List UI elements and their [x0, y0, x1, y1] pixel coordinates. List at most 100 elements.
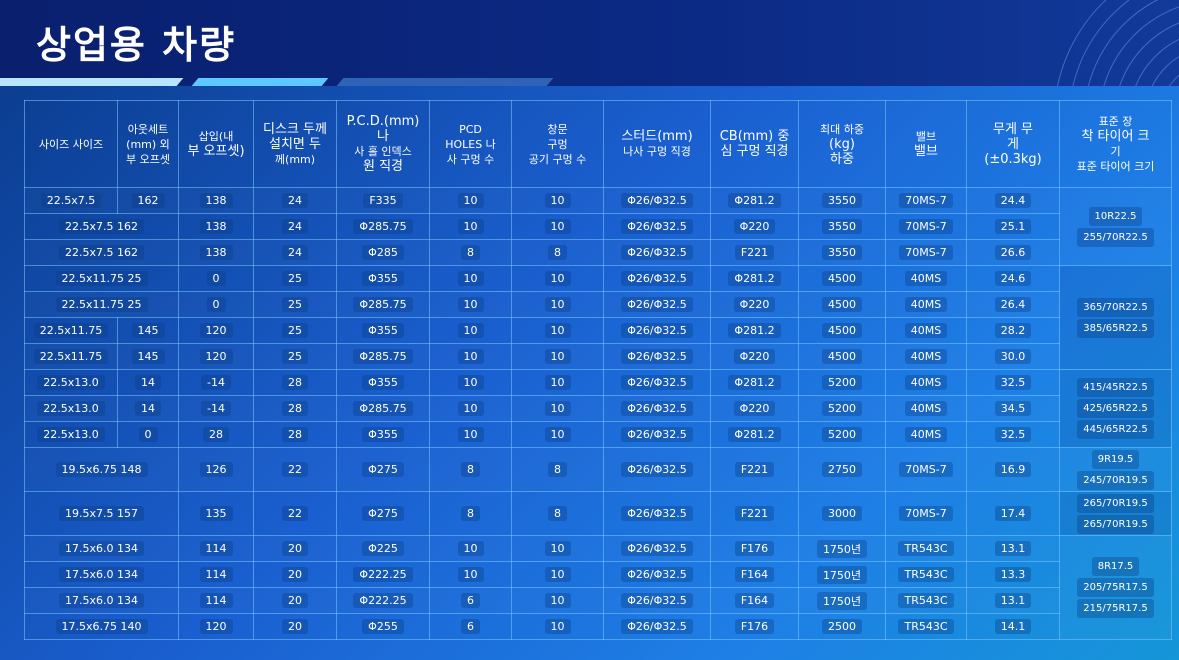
cell-value: 14	[135, 375, 161, 390]
cell-weight: 25.1	[966, 213, 1060, 240]
cell-weight: 16.9	[966, 447, 1060, 492]
cell-value: 40MS	[904, 297, 948, 312]
cell-value: 22.5x7.5	[40, 193, 102, 208]
cell-stud: Φ26/Φ32.5	[603, 587, 711, 614]
cell-value: 1750년	[816, 565, 868, 584]
cell-valve: 40MS	[885, 369, 967, 396]
tire-size-value: 425/65R22.5	[1077, 399, 1154, 418]
cell-tire-size: 9R19.5 245/70R19.5	[1059, 447, 1172, 492]
cell-value: 10	[544, 427, 571, 442]
cell-value: Φ26/Φ32.5	[621, 349, 693, 364]
cell-inset: 138	[178, 239, 254, 266]
cell-value: 8	[461, 245, 480, 260]
cell-disc-thickness: 22	[253, 491, 337, 536]
cell-stud: Φ26/Φ32.5	[603, 343, 711, 370]
cell-value: 70MS-7	[899, 506, 953, 521]
cell-size: 22.5x11.75 25	[24, 265, 179, 292]
col-valve: 밸브 밸브	[885, 100, 967, 188]
cell-pcd: Φ355	[336, 369, 430, 396]
cell-valve: 70MS-7	[885, 491, 967, 536]
cell-pcd: Φ285	[336, 239, 430, 266]
cell-value: 120	[199, 323, 233, 338]
table-row: 17.5x6.0 134 114 20 Φ222.25 10 10 Φ26/Φ32.5 F16…	[24, 561, 1172, 588]
cell-stud: Φ26/Φ32.5	[603, 535, 711, 562]
cell-value: 10	[457, 401, 484, 416]
cell-cb: F221	[710, 447, 799, 492]
cell-cb: Φ281.2	[710, 421, 799, 448]
cell-disc-thickness: 25	[253, 343, 337, 370]
cell-value: Φ26/Φ32.5	[621, 506, 693, 521]
cell-value: 10	[544, 567, 571, 582]
cell-value: F335	[363, 193, 403, 208]
cell-disc-thickness: 22	[253, 447, 337, 492]
cell-air-holes: 10	[511, 587, 604, 614]
tire-size-value: 245/70R19.5	[1077, 470, 1154, 490]
cell-value: Φ275	[362, 506, 404, 521]
cell-air-holes: 10	[511, 613, 604, 640]
cell-pcd-holes: 8	[429, 239, 512, 266]
cell-value: 138	[199, 193, 233, 208]
table-row: 22.5x7.5 162 138 24 Φ285 8 8 Φ26/Φ32.5 F221 3550…	[24, 239, 1172, 266]
tire-size-value: 9R19.5	[1091, 449, 1140, 469]
cell-value: 10	[544, 375, 571, 390]
cell-value: 5200	[822, 375, 862, 390]
cell-value: Φ355	[362, 375, 404, 390]
cell-value: TR543C	[898, 567, 954, 582]
cell-cb: F164	[710, 587, 799, 614]
cell-value: Φ222.25	[353, 567, 413, 582]
cell-value: 10	[544, 541, 571, 556]
cell-outset: 14	[117, 395, 179, 422]
cell-disc-thickness: 28	[253, 421, 337, 448]
cell-disc-thickness: 25	[253, 265, 337, 292]
cell-cb: Φ281.2	[710, 187, 799, 214]
tire-size-value: 10R22.5	[1088, 206, 1143, 226]
table-row: 17.5x6.75 140 120 20 Φ255 6 10 Φ26/Φ32.5 F176 25…	[24, 613, 1172, 640]
cell-weight: 30.0	[966, 343, 1060, 370]
cell-value: Φ26/Φ32.5	[621, 193, 693, 208]
cell-pcd: Φ355	[336, 421, 430, 448]
cell-value: 22	[282, 506, 308, 521]
cell-max-load: 4500	[798, 343, 886, 370]
cell-size: 22.5x13.0	[24, 369, 118, 396]
cell-value: 114	[199, 541, 233, 556]
cell-value: Φ255	[362, 619, 404, 634]
cell-stud: Φ26/Φ32.5	[603, 421, 711, 448]
cell-cb: Φ220	[710, 291, 799, 318]
cell-pcd: Φ355	[336, 317, 430, 344]
col-weight: 무게 무 게 (±0.3kg)	[966, 100, 1060, 188]
cell-value: 10	[457, 323, 484, 338]
cell-value: 16.9	[994, 462, 1032, 477]
cell-value: 17.5x6.0 134	[59, 567, 144, 582]
cell-pcd: Φ285.75	[336, 343, 430, 370]
cell-inset: 126	[178, 447, 254, 492]
cell-stud: Φ26/Φ32.5	[603, 561, 711, 588]
cell-air-holes: 10	[511, 535, 604, 562]
cell-weight: 13.1	[966, 587, 1060, 614]
cell-value: F176	[734, 619, 775, 634]
cell-value: 34.5	[994, 401, 1032, 416]
cell-value: 28	[282, 375, 308, 390]
cell-cb: Φ220	[710, 395, 799, 422]
cell-value: 70MS-7	[899, 193, 953, 208]
cell-value: TR543C	[898, 541, 954, 556]
cell-cb: F221	[710, 239, 799, 266]
col-air-holes: 창문 구멍 공기 구멍 수	[511, 100, 604, 188]
cell-value: F221	[734, 245, 775, 260]
cell-value: 22	[282, 462, 308, 477]
tire-size-value: 415/45R22.5	[1077, 378, 1154, 397]
cell-value: 10	[457, 297, 484, 312]
cell-value: Φ355	[362, 323, 404, 338]
tire-size-value: 265/70R19.5	[1077, 493, 1154, 513]
cell-outset: 145	[117, 343, 179, 370]
cell-value: 145	[131, 349, 165, 364]
cell-weight: 17.4	[966, 491, 1060, 536]
cell-max-load: 5200	[798, 395, 886, 422]
cell-inset: 114	[178, 535, 254, 562]
cell-air-holes: 10	[511, 291, 604, 318]
cell-pcd-holes: 10	[429, 395, 512, 422]
cell-value: Φ220	[733, 401, 776, 416]
cell-stud: Φ26/Φ32.5	[603, 613, 711, 640]
cell-value: 24	[282, 245, 308, 260]
